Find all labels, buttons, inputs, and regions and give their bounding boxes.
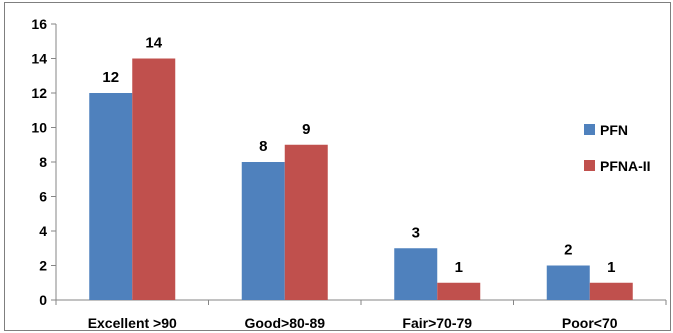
- bars: [89, 58, 633, 300]
- y-axis: 0 2 4 6 8 10 12 14 16: [31, 16, 57, 308]
- bar-pfn: [546, 265, 590, 300]
- x-category-label: Fair>70-79: [402, 315, 472, 331]
- data-label: 2: [564, 242, 572, 259]
- data-label: 12: [102, 69, 119, 86]
- y-tick-label: 2: [39, 258, 47, 274]
- x-category-label: Good>80-89: [244, 315, 325, 331]
- bar-pfna-ii: [589, 282, 633, 300]
- data-label: 1: [607, 259, 615, 276]
- x-category-label: Excellent >90: [88, 315, 177, 331]
- y-tick-label: 10: [31, 120, 47, 136]
- bar-pfn: [89, 93, 133, 300]
- data-label: 14: [145, 35, 162, 52]
- bar-pfna-ii: [284, 144, 328, 300]
- data-label: 9: [302, 121, 310, 138]
- data-label: 8: [259, 138, 267, 155]
- data-label: 1: [455, 259, 463, 276]
- legend-swatch: [584, 160, 595, 171]
- y-tick-label: 16: [31, 16, 47, 32]
- y-tick-label: 0: [39, 292, 47, 308]
- legend-swatch: [584, 124, 595, 135]
- y-tick-label: 12: [31, 85, 47, 101]
- bar-pfna-ii: [437, 282, 481, 300]
- legend-label: PFNA-II: [600, 158, 651, 174]
- data-label: 3: [412, 224, 420, 241]
- legend: PFN PFNA-II: [584, 122, 651, 174]
- y-tick-label: 8: [39, 154, 47, 170]
- x-category-label: Poor<70: [562, 315, 618, 331]
- bar-pfn: [241, 162, 285, 300]
- legend-label: PFN: [600, 122, 628, 138]
- y-tick-label: 6: [39, 189, 47, 205]
- bar-pfna-ii: [132, 58, 176, 300]
- x-axis: Excellent >90 Good>80-89 Fair>70-79 Poor<70: [55, 299, 667, 331]
- y-tick-label: 14: [31, 51, 47, 67]
- y-tick-label: 4: [39, 223, 47, 239]
- bar-pfn: [394, 248, 438, 300]
